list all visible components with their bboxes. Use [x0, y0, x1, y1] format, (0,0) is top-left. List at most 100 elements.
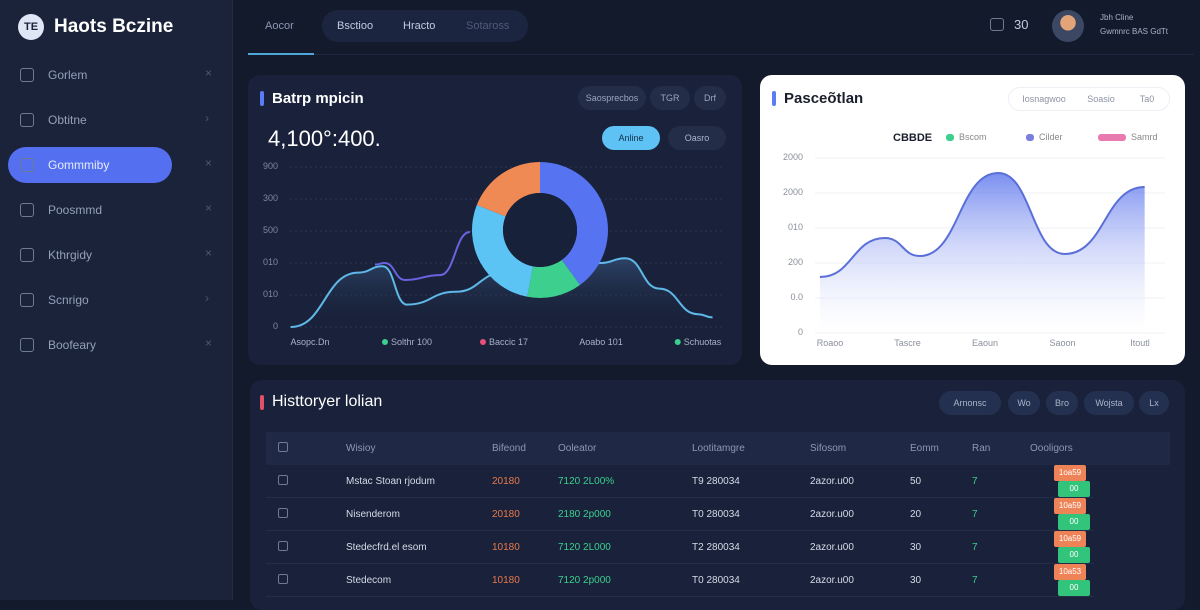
table-action-button[interactable]: Wojsta	[1084, 391, 1134, 415]
x-tick-label: Tascre	[894, 338, 921, 348]
title-accent	[772, 91, 776, 106]
sidebar-item-scnrigo[interactable]: Scnrigo	[8, 282, 172, 318]
filter-pill[interactable]: Soasio	[1087, 94, 1115, 104]
user-subtitle: Gwmnrc BAS GdTt	[1100, 27, 1169, 36]
filter-pill[interactable]: Iosnagwoo	[1022, 94, 1066, 104]
table-cell: 2180 2p000	[558, 497, 692, 531]
table-cell: T2 280034	[692, 530, 810, 564]
table-cell: Stedecom	[346, 563, 492, 597]
table-cell: Mstac Stoan rjodum	[346, 465, 492, 498]
filter-pill[interactable]: Drf	[694, 86, 726, 110]
table-row[interactable]: Stedecom 10180 7120 2p000 T0 280034 2azor.u0…	[266, 563, 1170, 597]
app-title: Haots Bczine	[54, 16, 174, 37]
x-tick-label: Eaoun	[971, 338, 999, 348]
filter-pill[interactable]: TGR	[650, 86, 690, 110]
table-cell: T0 280034	[692, 497, 810, 531]
chevron-icon[interactable]: ›	[205, 291, 209, 305]
y-tick-label: 0	[272, 321, 278, 331]
row-action-green[interactable]: 00	[1058, 580, 1090, 596]
primary-button[interactable]: Anline	[602, 126, 660, 150]
table-action-button[interactable]: Bro	[1046, 391, 1078, 415]
row-action-green[interactable]: 00	[1058, 514, 1090, 530]
series-line	[819, 171, 1145, 278]
row-checkbox[interactable]	[278, 507, 288, 518]
x-tick-label: Saoon	[1049, 338, 1076, 348]
grid-icon	[20, 158, 34, 172]
column-header[interactable]: Oooligors	[1030, 432, 1094, 465]
tab-hracto[interactable]: Hracto	[403, 20, 436, 32]
table-action-button[interactable]: Lx	[1139, 391, 1169, 415]
column-header[interactable]	[1094, 432, 1170, 465]
table-cell: 30	[910, 563, 972, 597]
row-actions: 10a5300	[1030, 563, 1094, 597]
row-actions: 10a5900	[1030, 497, 1094, 531]
avatar[interactable]	[1052, 10, 1084, 42]
donut-slice	[472, 204, 534, 297]
x-tick-text: Asopc.Dn	[290, 337, 330, 347]
table-action-button[interactable]: Wo	[1008, 391, 1040, 415]
table-cell: 7120 2L000	[558, 530, 692, 564]
row-action-orange[interactable]: 1oa59	[1054, 465, 1086, 481]
x-tick-label: Aoabo 101	[579, 337, 623, 347]
filter-pill[interactable]: Saosprecbos	[578, 86, 646, 110]
title-accent	[260, 394, 264, 410]
table-row[interactable]: Stedecfrd.el esom 10180 7120 2L000 T2 28003…	[266, 530, 1170, 564]
table-row[interactable]: Mstac Stoan rjodum 20180 7120 2L00% T9 2800…	[266, 465, 1170, 498]
chevron-icon[interactable]: ×	[205, 336, 213, 350]
select-all-checkbox[interactable]	[278, 442, 288, 452]
table-cell: 7120 2p000	[558, 563, 692, 597]
row-action-orange[interactable]: 10a59	[1054, 498, 1086, 514]
chevron-icon[interactable]: ×	[205, 66, 213, 80]
chevron-icon[interactable]: ×	[205, 201, 213, 215]
sidebar-item-label: Scnrigo	[48, 293, 89, 307]
tab-bsctioo[interactable]: Bsctioo	[337, 20, 374, 32]
column-header[interactable]: Wisioy	[346, 432, 492, 465]
sidebar-item-poosmmd[interactable]: Poosmmd	[8, 192, 172, 228]
column-header[interactable]: Lootitamgre	[692, 432, 810, 465]
y-tick-label: 900	[262, 161, 278, 171]
table-cell: 2azor.u00	[810, 497, 910, 531]
row-checkbox[interactable]	[278, 573, 288, 584]
series-area	[819, 172, 1145, 333]
column-header[interactable]: Bifeond	[492, 432, 558, 465]
column-header[interactable]	[266, 432, 346, 465]
column-header[interactable]: Ooleator	[558, 432, 692, 465]
row-actions: 10a5900	[1030, 530, 1094, 564]
chevron-icon[interactable]: ×	[205, 246, 213, 260]
row-checkbox[interactable]	[278, 474, 288, 485]
sidebar-item-gorlem[interactable]: Gorlem	[8, 57, 172, 93]
tab-sotaross[interactable]: Sotaross	[466, 20, 510, 32]
sidebar-item-gommmiby[interactable]: Gommmiby	[8, 147, 172, 183]
row-action-green[interactable]: 00	[1058, 481, 1090, 497]
sidebar-item-kthrgidy[interactable]: Kthrgidy	[8, 237, 172, 273]
legend-item: Bscom	[946, 132, 987, 142]
row-action-orange[interactable]: 10a59	[1054, 531, 1086, 547]
row-checkbox[interactable]	[278, 540, 288, 551]
table-row[interactable]: Nisenderom 20180 2180 2p000 T0 280034 2azor.…	[266, 497, 1170, 531]
title-accent	[260, 91, 264, 106]
chevron-icon[interactable]: ×	[205, 156, 213, 170]
table-action-button[interactable]: Arnonsc	[939, 391, 1001, 415]
sidebar-item-obtitne[interactable]: Obtitne	[8, 102, 172, 138]
chevron-icon[interactable]: ›	[205, 111, 209, 125]
table-cell: 2azor.u00	[810, 530, 910, 564]
row-action-green[interactable]: 00	[1058, 547, 1090, 563]
table-cell: Stedecfrd.el esom	[346, 530, 492, 564]
table-cell: 7	[972, 563, 1030, 597]
tab-aocor[interactable]: Aocor	[265, 20, 294, 32]
message-icon[interactable]	[990, 18, 1004, 31]
donut-hole	[503, 193, 577, 267]
row-action-orange[interactable]: 10a53	[1054, 564, 1086, 580]
column-header[interactable]: Eomm	[910, 432, 972, 465]
y-tick-label: 300	[262, 193, 278, 203]
legend-label: Bscom	[959, 132, 987, 142]
x-tick-text: Schuotas	[683, 337, 722, 347]
secondary-button[interactable]: Oasro	[668, 126, 726, 150]
sidebar-item-boofeary[interactable]: Boofeary	[8, 327, 172, 363]
filter-pill[interactable]: Ta0	[1139, 94, 1155, 104]
column-header[interactable]: Sifosom	[810, 432, 910, 465]
left-card-title-text: Batrp mpicin	[272, 90, 364, 107]
column-header[interactable]: Ran	[972, 432, 1030, 465]
